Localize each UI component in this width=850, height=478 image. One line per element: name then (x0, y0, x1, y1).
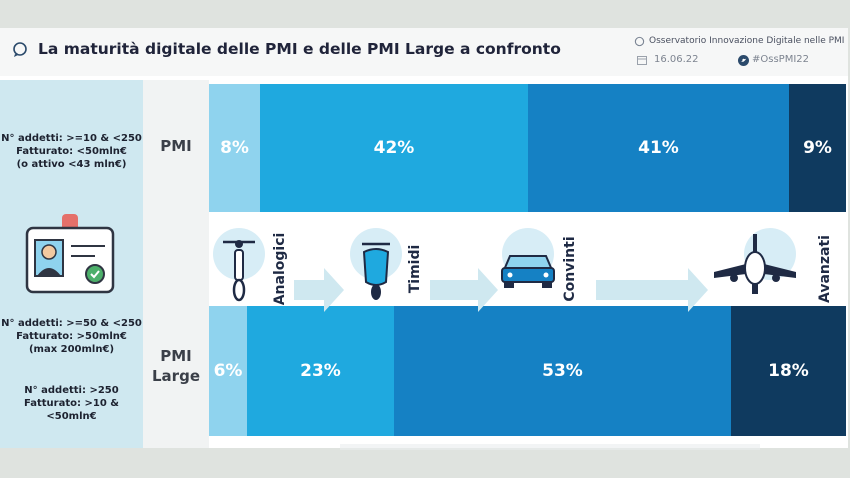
bicycle-icon (223, 240, 255, 302)
bar-segment-timidi: 42% (260, 84, 528, 212)
id-badge-icon (25, 214, 115, 294)
twitter-icon (738, 55, 749, 66)
data-label: 53% (542, 361, 583, 381)
arrow-right-icon (294, 268, 344, 312)
note-large-a: N° addetti: >=50 & <250 Fatturato: >50ml… (1, 318, 142, 355)
data-label: 18% (768, 361, 809, 381)
data-label: 42% (373, 138, 415, 158)
scooter-icon (362, 242, 390, 300)
bar-segment-avanzati: 9% (789, 84, 846, 212)
bar-segment-convinti: 53% (394, 306, 731, 436)
date-label: 16.06.22 (654, 54, 699, 65)
bar-segment-convinti: 41% (528, 84, 789, 212)
hashtag-label: #OssPMI22 (752, 54, 810, 65)
row-label-column (143, 80, 209, 448)
speech-bubble-icon (13, 42, 27, 57)
sidebar: N° addetti: >=10 & <250 Fatturato: <50ml… (0, 80, 143, 448)
header: La maturità digitale delle PMI e delle P… (0, 28, 848, 76)
stage-label-avanzati: Avanzati (817, 235, 833, 303)
slide: La maturità digitale delle PMI e delle P… (0, 28, 848, 450)
row-label-pmi: PMI (160, 137, 192, 155)
bar-pmi: 8% 42% 41% 9% (209, 84, 846, 212)
bar-segment-analogici: 6% (209, 306, 247, 436)
row-label-pmi-large: PMI Large (152, 347, 200, 385)
bar-segment-analogici: 8% (209, 84, 260, 212)
source-text: Osservatorio Innovazione Digitale nelle … (649, 36, 845, 46)
arrow-right-icon (596, 268, 708, 312)
calendar-icon (637, 56, 647, 65)
stage-label-convinti: Convinti (562, 236, 578, 302)
bar-pmi-large: 6% 23% 53% 18% (209, 306, 846, 436)
bar-segment-timidi: 23% (247, 306, 394, 436)
car-icon (501, 255, 555, 288)
speech-bubble-icon (634, 36, 645, 47)
data-label: 41% (638, 138, 679, 158)
stage-label-timidi: Timidi (407, 244, 423, 294)
data-label: 9% (803, 138, 832, 158)
page-title: La maturità digitale delle PMI e delle P… (38, 40, 561, 58)
data-label: 8% (220, 138, 249, 158)
airplane-icon (714, 234, 796, 294)
data-label: 6% (213, 361, 243, 381)
legend-strip (340, 444, 760, 450)
note-pmi: N° addetti: >=10 & <250 Fatturato: <50ml… (1, 133, 142, 170)
arrow-right-icon (430, 268, 498, 312)
source-label: Osservatorio Innovazione Digitale nelle … (634, 36, 845, 47)
note-large-b: N° addetti: >250 Fatturato: >10 & <50mln… (24, 385, 119, 422)
bar-segment-avanzati: 18% (731, 306, 846, 436)
stage-label-analogici: Analogici (272, 232, 288, 306)
data-label: 23% (300, 361, 341, 381)
